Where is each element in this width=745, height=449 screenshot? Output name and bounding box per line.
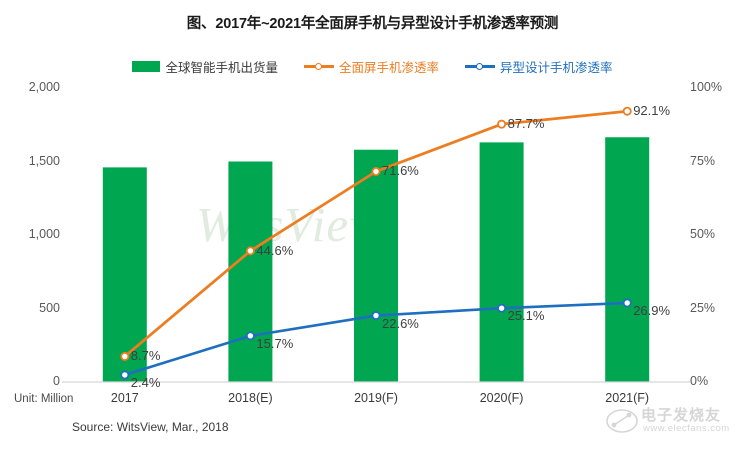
data-label-异型设计手机渗透率-2017: 2.4%: [130, 374, 161, 390]
data-point-2017: [120, 370, 130, 380]
y-axis-right-tick: 100%: [690, 80, 722, 94]
data-label-异型设计手机渗透率-2021(F): 26.9%: [633, 302, 671, 318]
data-label-全面屏手机渗透率-2021(F): 92.1%: [633, 103, 671, 119]
data-label-全面屏手机渗透率-2019(F): 71.6%: [382, 163, 419, 179]
data-label-全面屏手机渗透率-2017: 8.7%: [130, 348, 161, 364]
legend-line-marker-orange-icon: [303, 61, 334, 72]
y-axis-left-tick: 1,500: [28, 153, 60, 168]
data-point-2017: [120, 351, 130, 361]
legend-line-marker-blue-icon: [465, 61, 495, 72]
data-label-全面屏手机渗透率-2018(E): 44.6%: [256, 242, 294, 258]
data-label-全面屏手机渗透率-2020(F): 87.7%: [507, 116, 545, 132]
bar-2021(F): [605, 137, 650, 382]
x-axis-tick-2020(F): 2020(F): [479, 391, 524, 405]
y-axis-left-tick: 0: [53, 374, 60, 388]
y-axis-left-tick: 1,000: [28, 227, 60, 241]
y-axis-left-tick: 2,000: [28, 80, 60, 94]
legend-bar-swatch-icon: [132, 61, 161, 72]
legend-item-fullscreen-rate[interactable]: 全面屏手机渗透率: [303, 57, 439, 76]
y-axis-right-tick: 25%: [690, 300, 716, 315]
x-axis-tick-2017: 2017: [110, 391, 139, 405]
data-point-2019(F): [371, 311, 381, 321]
data-point-2021(F): [622, 106, 632, 116]
bar-series-shipments: [102, 137, 650, 382]
data-point-2020(F): [497, 119, 507, 129]
legend-item-notch-rate[interactable]: 异型设计手机渗透率: [465, 57, 613, 76]
markers-notch-rate: [120, 298, 632, 380]
legend-label-fullscreen-rate: 全面屏手机渗透率: [338, 61, 439, 75]
y-axis-right-tick: 50%: [690, 227, 716, 241]
y-axis-left-tick: 500: [39, 300, 60, 315]
markers-fullscreen-rate: [120, 106, 632, 361]
bar-2019(F): [354, 149, 398, 382]
data-point-2021(F): [622, 298, 632, 308]
x-axis-tick-2018(E): 2018(E): [228, 391, 273, 405]
data-point-2020(F): [497, 303, 507, 313]
chart-legend: 全球智能手机出货量 全面屏手机渗透率 异型设计手机渗透率: [0, 57, 745, 76]
data-point-2018(E): [245, 246, 255, 256]
legend-label-shipments: 全球智能手机出货量: [165, 61, 278, 75]
x-axis-tick-2021(F): 2021(F): [605, 391, 650, 405]
data-point-2018(E): [245, 331, 255, 341]
bar-2020(F): [479, 142, 524, 382]
legend-item-shipments[interactable]: 全球智能手机出货量: [132, 57, 278, 76]
data-label-异型设计手机渗透率-2020(F): 25.1%: [507, 308, 545, 324]
bar-2018(E): [228, 161, 273, 382]
chart-title: 图、2017年~2021年全面屏手机与异型设计手机渗透率预测: [186, 16, 559, 32]
legend-label-notch-rate: 异型设计手机渗透率: [500, 61, 613, 75]
data-point-2019(F): [371, 166, 381, 176]
bar-2017: [102, 167, 147, 382]
y-axis-right-tick: 75%: [690, 153, 716, 168]
x-axis-tick-2019(F): 2019(F): [354, 391, 398, 405]
y-axis-right-tick: 0%: [690, 374, 709, 388]
data-label-异型设计手机渗透率-2018(E): 15.7%: [256, 335, 294, 351]
source-label: Source: WitsView, Mar., 2018: [72, 420, 229, 434]
unit-label: Unit: Million: [14, 393, 74, 405]
data-label-异型设计手机渗透率-2019(F): 22.6%: [382, 315, 419, 331]
